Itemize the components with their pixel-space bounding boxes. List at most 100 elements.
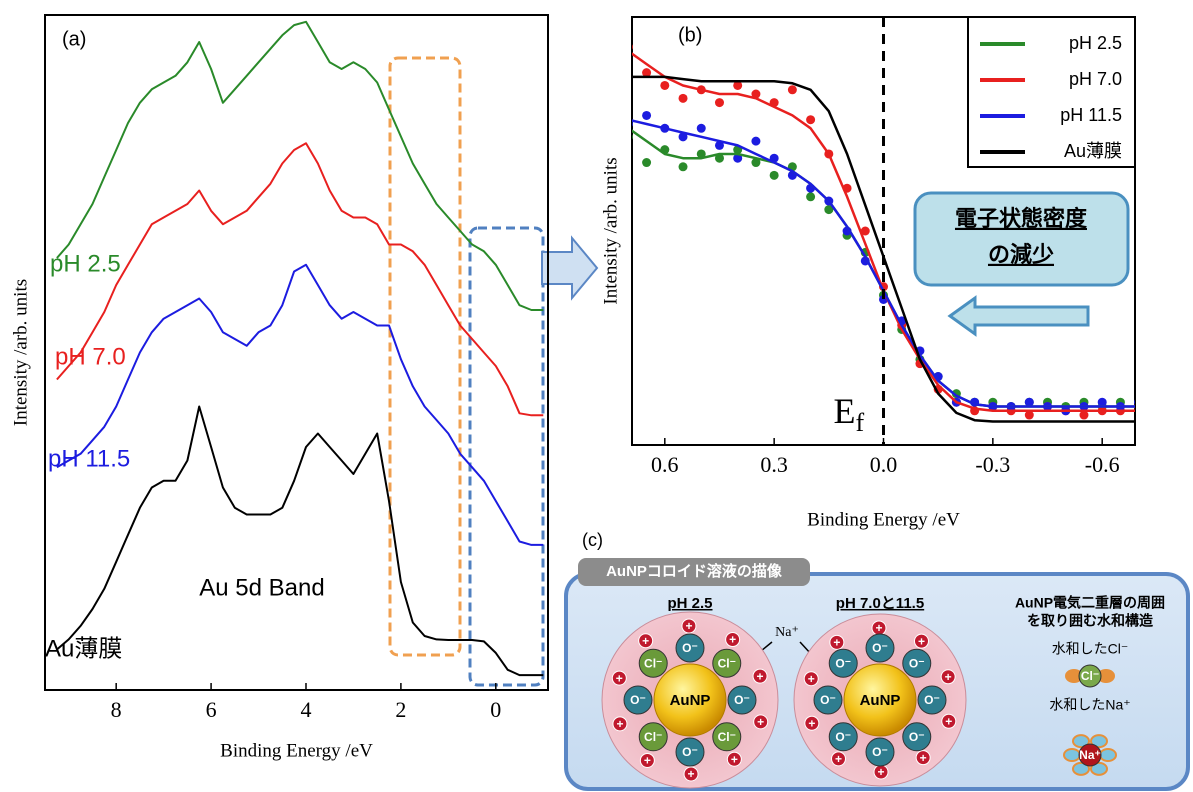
arrow: [947, 295, 1090, 337]
ion: [638, 722, 668, 752]
panel-label: (c): [582, 530, 603, 550]
cation: [913, 633, 929, 649]
data-dot: [632, 134, 633, 140]
panel-label: (a): [62, 28, 86, 50]
ion: [623, 685, 653, 715]
cation-label: +: [875, 621, 882, 635]
cation: [639, 752, 655, 768]
ion: [813, 685, 843, 715]
cation-label: +: [642, 634, 649, 648]
data-dot: [714, 153, 724, 163]
data-dot: [678, 93, 688, 103]
data-dot: [642, 110, 652, 120]
cation: [753, 714, 769, 730]
ion: [902, 722, 932, 752]
cation-label: +: [685, 619, 692, 633]
data-dot: [632, 121, 633, 127]
x-axis-label: Binding Energy /eV: [807, 509, 960, 530]
ion-label: O⁻: [835, 656, 851, 670]
annotation: Au 5d Band: [199, 574, 324, 601]
data-dot: [769, 170, 779, 180]
ion-label: O⁻: [630, 693, 646, 707]
ion: [727, 685, 757, 715]
series-line: [56, 263, 544, 546]
data-dot: [678, 162, 688, 172]
data-dot: [696, 149, 706, 159]
side-title: を取り囲む水和構造: [1027, 613, 1153, 629]
cation-label: +: [757, 715, 764, 729]
cation-label: +: [945, 714, 952, 728]
fermi-label: Ef: [834, 391, 865, 437]
ion-label: O⁻: [682, 641, 698, 655]
water: [1065, 669, 1083, 683]
series-label: pH 2.5: [50, 250, 121, 277]
y-axis-label: Intensity /arb. units: [600, 157, 621, 304]
y-axis-label: Intensity /arb. units: [10, 279, 31, 426]
ion: [865, 737, 895, 767]
cation-label: +: [920, 751, 927, 765]
data-dot: [751, 158, 761, 168]
cation: [940, 669, 956, 685]
ion-label: Cl⁻: [718, 730, 736, 744]
nanoparticle-label: AuNP: [670, 692, 711, 709]
cation: [803, 671, 819, 687]
x-tick-label: 2: [395, 697, 406, 722]
cation: [638, 633, 654, 649]
cation-label: +: [729, 633, 736, 647]
x-tick-label: -0.6: [1085, 452, 1120, 477]
highlight-box: [468, 226, 545, 687]
ion: [675, 737, 705, 767]
cation: [804, 715, 820, 731]
x-tick-label: 0: [490, 697, 501, 722]
ion-label: O⁻: [909, 656, 925, 670]
ion: [902, 648, 932, 678]
cation-label: +: [833, 636, 840, 650]
x-tick-label: 6: [206, 697, 217, 722]
legend-label: pH 11.5: [1060, 105, 1122, 125]
water: [1063, 748, 1081, 762]
data-dot: [860, 226, 870, 236]
x-axis-label: Binding Energy /eV: [220, 740, 373, 761]
data-dot: [806, 115, 816, 125]
ion: [712, 722, 742, 752]
data-dot: [751, 89, 761, 99]
x-tick-label: -0.3: [975, 452, 1010, 477]
highlight-box: [388, 56, 462, 657]
plot-frame: [44, 14, 549, 691]
fermi-label-sub: f: [856, 408, 865, 437]
water: [1090, 734, 1108, 749]
ion: [675, 633, 705, 663]
cation-label: +: [616, 671, 623, 685]
data-dot: [806, 192, 816, 202]
data-dot: [678, 132, 688, 142]
cation-label: +: [644, 754, 651, 768]
ion-label: O⁻: [872, 745, 888, 759]
data-dot: [733, 80, 743, 90]
arrow: [541, 235, 599, 301]
cation-label: +: [757, 669, 764, 683]
data-dot: [660, 80, 670, 90]
data-dot: [1079, 410, 1089, 420]
water: [1097, 669, 1115, 683]
ion: [828, 648, 858, 678]
ion-label: O⁻: [924, 693, 940, 707]
legend-label: Au薄膜: [1064, 141, 1122, 161]
cation: [611, 670, 627, 686]
cation: [726, 751, 742, 767]
fermi-label-main: E: [834, 391, 856, 431]
legend-label: pH 7.0: [1069, 69, 1122, 89]
cation-label: +: [808, 672, 815, 686]
cation-label: +: [945, 670, 952, 684]
ion: [828, 722, 858, 752]
subtitle: pH 2.5: [667, 595, 712, 612]
ion: [1078, 743, 1102, 767]
callout-text: の減少: [988, 242, 1054, 267]
ion-label: O⁻: [820, 693, 836, 707]
series-line: [56, 405, 544, 677]
ion-label: O⁻: [835, 730, 851, 744]
cation: [683, 766, 699, 782]
x-tick-label: 8: [111, 697, 122, 722]
cation: [752, 668, 768, 684]
callout-text: 電子状態密度: [955, 206, 1088, 231]
